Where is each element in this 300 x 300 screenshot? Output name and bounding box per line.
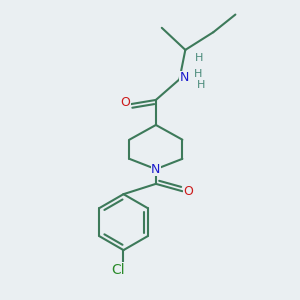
Text: H: H xyxy=(196,80,205,90)
Text: H: H xyxy=(195,53,204,63)
Text: O: O xyxy=(183,185,193,198)
Text: H: H xyxy=(194,69,202,79)
Text: N: N xyxy=(180,71,189,84)
Text: O: O xyxy=(120,95,130,109)
Text: N: N xyxy=(151,163,160,176)
Text: Cl: Cl xyxy=(111,263,125,277)
